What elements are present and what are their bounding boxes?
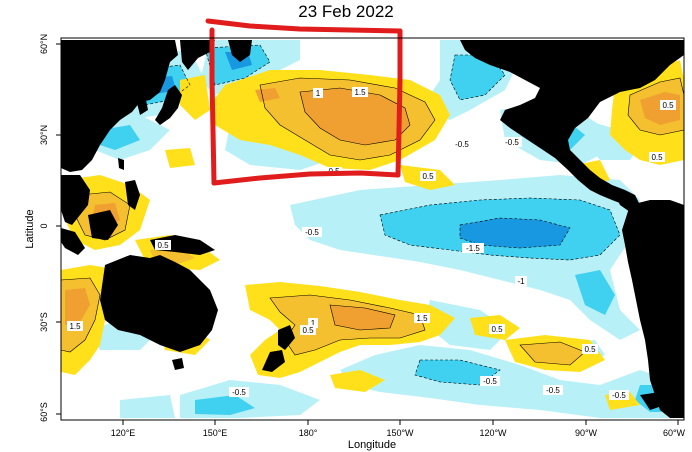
contour-label: 1.5	[352, 87, 368, 97]
svg-text:-0.5: -0.5	[612, 391, 626, 400]
y-tick-label: 60°S	[39, 402, 49, 422]
x-tick-label: 120°E	[111, 428, 136, 438]
svg-text:1.5: 1.5	[416, 314, 428, 323]
svg-text:1: 1	[311, 319, 316, 328]
page-title: 23 Feb 2022	[298, 2, 394, 21]
svg-text:1.5: 1.5	[69, 322, 81, 331]
contour-label: 0.5	[660, 100, 676, 110]
svg-text:-0.5: -0.5	[455, 140, 469, 149]
contour-label: 1	[313, 88, 323, 98]
svg-text:-1.5: -1.5	[466, 244, 480, 253]
y-axis: 60°N 30°N 0 30°S 60°S Latitude	[24, 34, 61, 422]
x-axis: 120°E 150°E 180° 150°W 120°W 90°W 60°W L…	[111, 420, 686, 451]
contour-label: 1	[308, 318, 318, 328]
y-tick-label: 30°S	[39, 312, 49, 332]
svg-text:-0.5: -0.5	[305, 228, 319, 237]
red-annotation-box	[205, 18, 403, 186]
contour-label: -0.5	[609, 390, 629, 400]
x-tick-label: 150°E	[203, 428, 228, 438]
plot-frame	[60, 37, 685, 421]
y-tick-label: 0	[39, 223, 49, 228]
contour-label: 1.5	[414, 313, 430, 323]
contour-label: 1.5	[67, 321, 83, 331]
svg-text:0.5: 0.5	[584, 345, 596, 354]
x-tick-label: 90°W	[575, 428, 598, 438]
contour-label: -0.5	[302, 227, 322, 237]
svg-text:1: 1	[316, 89, 321, 98]
x-tick-label: 180°	[299, 428, 318, 438]
contour-label: -0.5	[229, 387, 249, 397]
svg-text:-1: -1	[517, 277, 525, 286]
svg-text:0.5: 0.5	[662, 101, 674, 110]
x-axis-title: Longitude	[348, 439, 396, 451]
contour-label: -0.5	[543, 385, 563, 395]
contour-label: -1.5	[462, 243, 484, 253]
contour-label: -1	[515, 276, 527, 286]
svg-text:-0.5: -0.5	[505, 138, 519, 147]
contour-label: 0.5	[649, 152, 665, 162]
contour-label: 0.5	[155, 240, 171, 250]
x-tick-label: 60°W	[663, 428, 686, 438]
x-tick-label: 150°W	[386, 428, 414, 438]
svg-text:0.5: 0.5	[302, 326, 314, 335]
svg-text:0.5: 0.5	[157, 241, 169, 250]
y-tick-label: 60°N	[39, 34, 49, 54]
contour-label: -0.5	[502, 137, 522, 147]
svg-text:-0.5: -0.5	[483, 377, 497, 386]
y-axis-title: Latitude	[24, 209, 36, 248]
contour-label: -0.5	[480, 376, 500, 386]
contour-label: 0.5	[489, 324, 505, 334]
svg-text:1.5: 1.5	[354, 88, 366, 97]
contour-label: 0.5	[300, 325, 316, 335]
contour-label: 0.5	[582, 344, 598, 354]
contour-labels: 1.5 1 0.5 -0.5 -0.5 -1.5 -1 0.5	[67, 87, 676, 400]
svg-text:0.5: 0.5	[651, 153, 663, 162]
y-tick-label: 30°N	[39, 125, 49, 145]
contour-label: 0.5	[420, 171, 436, 181]
x-tick-label: 120°W	[479, 428, 507, 438]
contour-label: -0.5	[452, 139, 472, 149]
svg-text:-0.5: -0.5	[546, 386, 560, 395]
svg-text:-0.5: -0.5	[232, 388, 246, 397]
svg-text:0.5: 0.5	[422, 172, 434, 181]
svg-text:0.5: 0.5	[491, 325, 503, 334]
